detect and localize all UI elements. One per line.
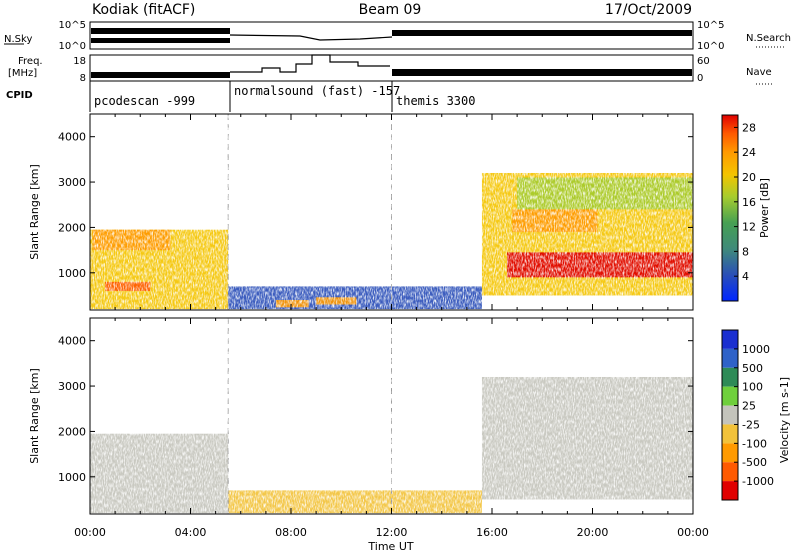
vel-cb-block-1 xyxy=(722,348,738,368)
power-cb-label-16: 16 xyxy=(742,196,756,209)
echo-region-1 xyxy=(92,229,171,251)
nave-label: Nave xyxy=(746,67,772,78)
power-cb-label-8: 8 xyxy=(742,245,749,258)
vel-cb-label-5: -100 xyxy=(742,437,767,450)
vel-cb-label-3: 25 xyxy=(742,400,756,413)
echo-region-7 xyxy=(507,252,693,278)
power-cb-label-12: 12 xyxy=(742,221,756,234)
y-tick-label-4000: 4000 xyxy=(58,335,86,348)
y-tick-label-2000: 2000 xyxy=(58,425,86,438)
y-tick-label-3000: 3000 xyxy=(58,380,86,393)
cpid-label: CPID xyxy=(6,90,33,101)
time-tick-label-1: 04:00 xyxy=(175,526,207,539)
y-tick-label-3000: 3000 xyxy=(58,176,86,189)
echo-region-8 xyxy=(512,209,598,232)
vel-cb-block-5 xyxy=(722,424,738,444)
freq-unit-label: [MHz] xyxy=(8,68,37,79)
freq-trace-b xyxy=(230,54,390,73)
time-tick-label-6: 00:00 xyxy=(677,526,709,539)
y-tick-label-1000: 1000 xyxy=(58,267,86,280)
time-axis-label: Time UT xyxy=(367,540,413,553)
date-title: 17/Oct/2009 xyxy=(605,2,692,18)
nave-tick-bottom: 0 xyxy=(697,73,703,84)
echo-region-5 xyxy=(316,297,357,305)
nsky-panel-frame xyxy=(89,21,694,50)
nsky-trace-c xyxy=(229,34,393,41)
power-panel: 1000 2000 3000 4000 Slant Range [km] xyxy=(28,113,694,311)
vel-cb-block-8 xyxy=(722,481,738,500)
vel-cb-frame xyxy=(721,329,739,501)
cpid-segment-3: themis 3300 xyxy=(396,94,475,108)
y-tick-label-4000: 4000 xyxy=(58,131,86,144)
echo-region-9 xyxy=(517,177,693,210)
vel-cb-label-4: -25 xyxy=(742,418,760,431)
echo-region-0 xyxy=(90,433,229,514)
time-tick-label-0: 00:00 xyxy=(74,526,106,539)
velocity-ylabel: Slant Range [km] xyxy=(28,368,41,464)
vel-cb-block-3 xyxy=(722,386,738,406)
vel-cb-label-2: 100 xyxy=(742,381,763,394)
power-data-layer xyxy=(90,114,693,310)
vel-cb-block-7 xyxy=(722,462,738,482)
power-cb-label-28: 28 xyxy=(742,121,756,134)
vel-cb-label-7: -1000 xyxy=(742,475,774,488)
beam-title: Beam 09 xyxy=(359,2,422,18)
vel-cb-label-1: 500 xyxy=(742,362,763,375)
echo-region-2 xyxy=(105,281,151,291)
velocity-colorbar: 1000 500 100 25 -25 -100 -500 -1000 xyxy=(721,329,774,501)
nsky-trace-a xyxy=(91,28,230,34)
freq-trace-a xyxy=(91,72,230,78)
velocity-axis-ticks: 1000 2000 3000 4000 xyxy=(58,318,694,514)
station-title: Kodiak (fitACF) xyxy=(92,2,195,18)
power-axis-ticks: 1000 2000 3000 4000 xyxy=(58,114,694,310)
time-tick-label-4: 16:00 xyxy=(476,526,508,539)
velocity-panel: 1000 2000 3000 4000 Slant Range [km] xyxy=(28,317,694,515)
y-tick-label-1000: 1000 xyxy=(58,471,86,484)
velocity-data-layer xyxy=(90,318,693,514)
time-tick-label-3: 12:00 xyxy=(376,526,408,539)
nsky-label: N.Sky xyxy=(4,34,32,45)
nsky-tick-top: 10^5 xyxy=(59,20,86,31)
vel-cb-block-4 xyxy=(722,405,738,425)
time-tick-label-2: 08:00 xyxy=(275,526,307,539)
freq-tick-bottom: 8 xyxy=(80,73,86,84)
time-axis: 00:00 04:00 08:00 12:00 16:00 20:00 00:00 xyxy=(74,526,709,539)
echo-region-2 xyxy=(481,376,693,500)
time-tick-label-5: 20:00 xyxy=(577,526,609,539)
echo-region-1 xyxy=(228,490,482,514)
power-cb-label-4: 4 xyxy=(742,270,749,283)
nsearch-label: N.Search xyxy=(746,33,791,44)
freq-tick-top: 18 xyxy=(73,56,86,67)
nsearch-tick-top: 10^5 xyxy=(697,20,724,31)
cpid-segment-2: normalsound (fast) -157 xyxy=(234,84,400,98)
vel-cb-label-0: 1000 xyxy=(742,343,770,356)
echo-region-4 xyxy=(275,300,309,308)
power-colorbar-ticks: 4 8 12 16 20 24 28 xyxy=(734,121,756,283)
nsearch-tick-bottom: 10^0 xyxy=(697,41,724,52)
nsky-trace-b xyxy=(91,38,230,43)
nsky-trace-d xyxy=(392,30,692,36)
cpid-segment-1: pcodescan -999 xyxy=(94,94,195,108)
y-tick-label-2000: 2000 xyxy=(58,221,86,234)
freq-trace-c xyxy=(392,69,692,76)
vel-cb-label-6: -500 xyxy=(742,456,767,469)
nave-tick-top: 60 xyxy=(697,56,710,67)
nsky-tick-bottom: 10^0 xyxy=(59,41,86,52)
freq-label: Freq. xyxy=(18,56,43,67)
power-ylabel: Slant Range [km] xyxy=(28,164,41,260)
vel-cb-block-2 xyxy=(722,367,738,387)
power-colorbar xyxy=(721,114,739,302)
power-colorbar-label: Power [dB] xyxy=(758,178,771,238)
velocity-colorbar-label: Velocity [m s-1] xyxy=(778,377,791,463)
vel-cb-block-0 xyxy=(722,330,738,349)
vel-cb-block-6 xyxy=(722,443,738,463)
power-cb-label-20: 20 xyxy=(742,171,756,184)
power-cb-label-24: 24 xyxy=(742,146,756,159)
